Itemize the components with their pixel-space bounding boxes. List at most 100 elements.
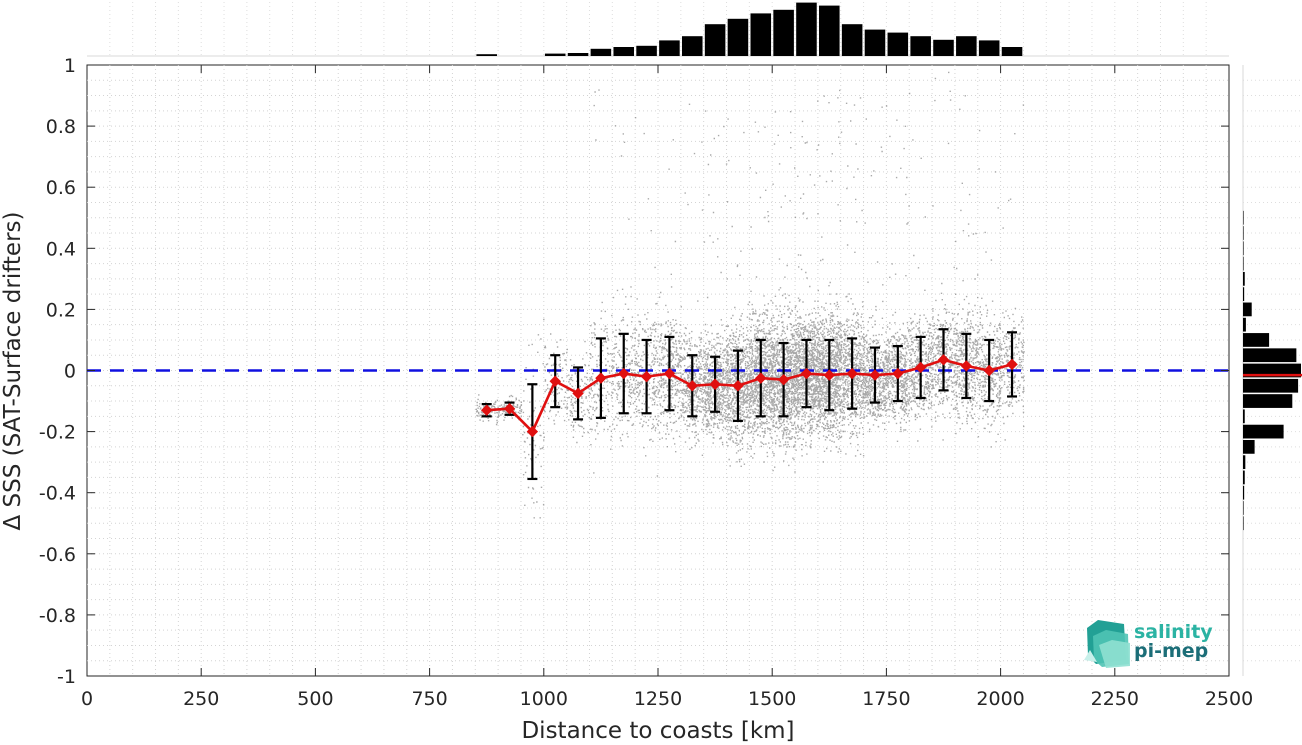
scatter-points	[475, 71, 1025, 519]
x-tick-label: 500	[297, 688, 333, 710]
x-histogram-bar	[704, 24, 726, 56]
mean-marker	[640, 370, 653, 383]
x-histogram-bar	[887, 32, 909, 56]
y-histogram-bar	[1243, 226, 1244, 240]
mean-marker	[549, 375, 561, 387]
x-tick-label: 2500	[1205, 688, 1253, 710]
mean-marker	[846, 367, 858, 380]
y-histogram-bar	[1243, 440, 1255, 454]
y-histogram-bar	[1243, 333, 1270, 347]
x-histogram-bar	[978, 40, 1000, 56]
x-histogram-bar	[476, 54, 497, 56]
x-histogram-bar	[819, 5, 840, 57]
y-histogram-bar	[1243, 394, 1293, 408]
y-tick-label: 0.2	[46, 299, 76, 321]
mean-marker	[892, 367, 904, 380]
x-histogram-bar	[544, 53, 566, 56]
y-tick-label: 0.8	[46, 116, 76, 138]
mean-marker	[480, 404, 493, 416]
mean-marker	[1006, 358, 1018, 371]
y-histogram-bar	[1243, 455, 1246, 470]
x-tick-label: 1750	[862, 688, 910, 710]
y-histogram-bar	[1243, 501, 1244, 515]
x-histogram-grid	[109, 2, 1207, 56]
x-histogram-bar	[933, 39, 954, 56]
x-tick-label: 1250	[634, 688, 682, 710]
y-histogram-bar	[1243, 378, 1299, 393]
x-histogram-bar	[681, 36, 703, 56]
y-histogram-bar	[1243, 317, 1246, 332]
mean-marker	[914, 361, 927, 374]
wave-logo-icon	[1084, 620, 1130, 668]
x-axis-title: Distance to coasts [km]	[521, 718, 794, 744]
x-histogram-bar	[1001, 47, 1023, 56]
mean-marker	[572, 387, 584, 400]
y-tick-label: 0	[64, 361, 76, 383]
mean-marker	[869, 369, 881, 381]
y-histogram-bar	[1243, 271, 1245, 286]
mean-marker	[618, 367, 630, 380]
y-histogram-bar	[1243, 409, 1245, 424]
mean-marker	[732, 380, 744, 392]
mean-marker	[755, 372, 767, 384]
x-histogram-bar	[841, 24, 863, 56]
y-histogram-bar	[1243, 287, 1245, 301]
y-histogram-bar	[1243, 424, 1284, 439]
x-tick-label: 1500	[748, 688, 796, 710]
y-histogram-bar	[1243, 470, 1245, 485]
x-tick-label: 2000	[976, 688, 1024, 710]
mean-marker	[595, 372, 607, 384]
y-tick-label: -0.4	[39, 483, 76, 505]
error-bars	[481, 328, 1018, 481]
mean-marker	[937, 354, 950, 366]
mean-marker	[526, 425, 539, 438]
x-tick-label: 250	[183, 688, 219, 710]
y-tick-label: 1	[64, 55, 76, 77]
y-tick-label: -0.2	[39, 422, 76, 444]
y-histogram-bar	[1243, 256, 1244, 271]
x-tick-label: 1000	[520, 688, 568, 710]
x-histogram-bar	[910, 36, 931, 56]
y-histogram-bar	[1243, 348, 1297, 363]
y-axis-title: Δ SSS (SAT-Surface drifters)	[0, 212, 26, 531]
x-histogram-bar	[613, 47, 635, 56]
plot-area	[86, 64, 1230, 677]
x-histogram-bar	[956, 36, 977, 56]
mean-marker	[777, 373, 790, 386]
x-histogram-panel	[87, 2, 1229, 57]
x-histogram-bar	[750, 13, 772, 56]
mean-marker	[686, 380, 698, 392]
y-tick-label: -0.8	[39, 605, 76, 627]
x-histogram-bar	[773, 9, 794, 57]
y-tick-label: -1	[57, 666, 76, 688]
mean-marker	[960, 360, 973, 372]
y-histogram-bar	[1243, 241, 1244, 256]
logo-line2: pi-mep	[1134, 640, 1208, 662]
x-tick-label: 2250	[1091, 688, 1139, 710]
y-histogram-bar	[1243, 302, 1252, 317]
x-histogram-bars	[476, 2, 1023, 57]
x-tick-label: 750	[411, 688, 447, 710]
x-tick-label: 0	[81, 688, 93, 710]
mean-markers	[480, 354, 1018, 438]
x-histogram-bar	[796, 2, 817, 57]
mean-marker	[709, 378, 721, 390]
y-histogram-bar	[1243, 485, 1245, 500]
logo-line1: salinity	[1134, 621, 1213, 643]
mean-marker	[823, 369, 836, 381]
y-histogram-bar	[1243, 516, 1244, 531]
y-histogram-panel	[1242, 65, 1302, 676]
y-histogram-bar	[1243, 210, 1244, 225]
y-histogram-bars	[1243, 210, 1301, 531]
salinity-pi-mep-logo: salinity pi-mep	[1084, 620, 1213, 668]
x-axis: 0 250 500 750 1000 1250 1500 1750 2000 2250 2500	[81, 65, 1253, 710]
x-histogram-bar	[659, 40, 680, 56]
y-tick-label: -0.6	[39, 544, 76, 566]
mean-marker	[663, 367, 676, 380]
mean-marker	[800, 367, 813, 380]
x-histogram-bar	[727, 18, 749, 56]
mean-marker	[503, 402, 516, 415]
x-histogram-bar	[636, 45, 657, 56]
mean-marker	[983, 364, 995, 377]
